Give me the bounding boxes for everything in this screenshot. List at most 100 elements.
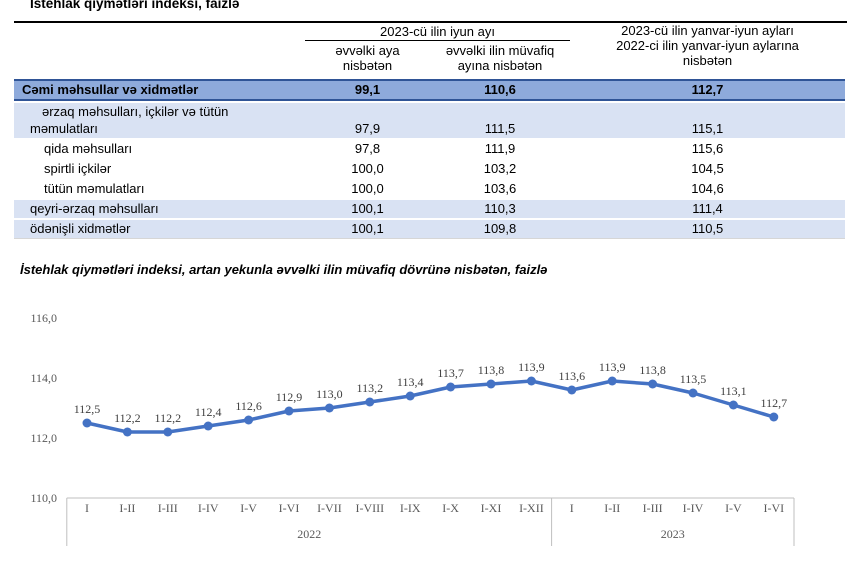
cell-value: 104,5 [691,161,724,176]
cell-value: 99,1 [354,82,381,97]
row-label: spirtli içkilər [44,161,112,176]
cpi-table: 2023-cü ilin iyun ayı əvvəlki aya nisbət… [14,23,845,239]
table-body: Cəmi məhsullar və xidmətlər 99,1 110,6 112,… [14,79,845,239]
row-label: qida məhsulları [44,141,133,156]
column-group-june: 2023-cü ilin iyun ayı əvvəlki aya nisbət… [305,24,570,73]
data-point [648,379,658,389]
table-row: spirtli içkilər 100,0 103,2 104,5 [14,160,845,178]
y-axis-tick-label: 110,0 [30,491,57,505]
column-header-prev-month: əvvəlki aya nisbətən [335,43,400,73]
cell-value: 109,8 [483,221,517,236]
data-point [284,406,294,416]
table-row: qida məhsulları 97,8 111,9 115,6 [14,140,845,158]
data-label: 113,0 [316,387,343,401]
table-title: İstehlak qiymətləri indeksi, faizlə [30,0,240,11]
data-point [203,421,213,431]
y-axis-tick-label: 114,0 [30,371,57,385]
data-label: 112,4 [195,405,222,419]
y-axis-tick-label: 112,0 [30,431,57,445]
cell-value: 110,6 [484,82,516,97]
cell-value: 111,4 [692,201,723,216]
data-label: 112,5 [74,402,101,416]
data-point [405,391,415,401]
y-axis-tick-label: 116,0 [30,311,57,325]
data-point [567,385,577,395]
cell-value: 100,0 [351,161,384,176]
x-axis-category-label: I-V [240,501,257,515]
cell-value: 100,1 [351,201,384,216]
x-axis-category-label: I-II [119,501,135,515]
x-axis-category-label: I-VII [317,501,342,515]
data-point [769,412,779,422]
cell-value: 110,5 [691,221,724,236]
cell-value: 112,7 [691,82,724,97]
table-row: Cəmi məhsullar və xidmətlər 99,1 110,6 112,… [14,79,845,101]
data-point [446,382,456,392]
table-row: ərzaq məhsulları, içkilər və tütün məmul… [14,103,845,138]
x-axis-category-label: I-X [442,501,459,515]
cell-value: 100,1 [351,221,384,236]
row-label: ödənişli xidmətlər [30,221,131,236]
column-group-jan-june: 2023-cü ilin yanvar-iyun ayları 2022-ci … [570,23,845,68]
cell-value: 103,2 [483,161,517,176]
x-axis-year-label: 2022 [297,527,321,541]
column-header-prev-year-same-month: əvvəlki ilin müvafiq ayına nisbətən [445,43,555,73]
data-point [486,379,496,389]
x-axis-category-label: I-V [725,501,742,515]
table-row: tütün məmulatları 100,0 103,6 104,6 [14,180,845,198]
x-axis-category-label: I-XI [481,501,502,515]
data-label: 113,8 [639,363,666,377]
x-axis-category-label: I-II [604,501,620,515]
x-axis-category-label: I-VI [279,501,300,515]
data-label: 112,2 [155,411,182,425]
data-label: 113,2 [357,381,384,395]
cell-value: 104,6 [691,181,724,196]
row-label: qeyri-ərzaq məhsulları [30,201,159,216]
cell-value: 110,3 [484,201,516,216]
data-label: 113,1 [720,384,747,398]
cell-value: 97,8 [354,141,381,156]
cell-value: 115,6 [691,141,724,156]
data-label: 113,4 [397,375,424,389]
data-point [688,388,698,398]
row-label: tütün məmulatları [44,181,145,196]
x-axis-category-label: I-IX [400,501,421,515]
chart-title: İstehlak qiymətləri indeksi, artan yekun… [20,262,548,277]
x-axis-category-label: I-VI [763,501,784,515]
data-point [324,403,334,413]
x-axis-category-label: I-VIII [355,501,384,515]
data-point [82,418,92,428]
table-row: ödənişli xidmətlər 100,1 109,8 110,5 [14,220,845,238]
data-point [163,427,173,437]
data-point [244,415,254,425]
data-label: 113,9 [518,360,545,374]
x-axis-year-label: 2023 [661,527,685,541]
data-point [728,400,738,410]
cell-value: 100,0 [351,181,384,196]
row-label: Cəmi məhsullar və xidmətlər [22,82,199,97]
data-point [122,427,132,437]
data-point [365,397,375,407]
data-label: 113,9 [599,360,626,374]
column-group-jan-june-line1: 2023-cü ilin yanvar-iyun ayları [621,23,794,38]
x-axis-category-label: I-IV [683,501,704,515]
title-divider [14,21,847,23]
data-label: 113,8 [478,363,505,377]
data-label: 112,2 [114,411,141,425]
data-point [526,376,536,386]
data-point [607,376,617,386]
x-axis-category-label: I-III [158,501,178,515]
data-label: 112,7 [761,396,788,410]
table-row: qeyri-ərzaq məhsulları 100,1 110,3 111,4 [14,200,845,218]
x-axis-category-label: I [570,501,574,515]
cell-value: 103,6 [483,181,517,196]
x-axis-category-label: I-XII [519,501,544,515]
cell-value: 111,9 [484,141,516,156]
x-axis-category-label: I [85,501,89,515]
column-group-jan-june-line2: 2022-ci ilin yanvar-iyun aylarına nisbət… [616,38,799,68]
x-axis-category-label: I-IV [198,501,219,515]
line-series [85,379,776,434]
table-header: 2023-cü ilin iyun ayı əvvəlki aya nisbət… [14,23,845,79]
